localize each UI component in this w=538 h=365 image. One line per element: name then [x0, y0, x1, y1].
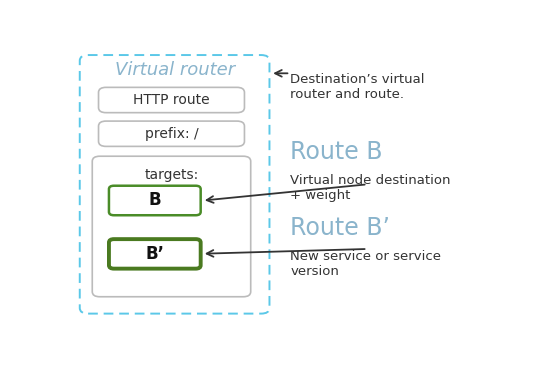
Text: B: B	[148, 192, 161, 210]
Text: HTTP route: HTTP route	[133, 93, 210, 107]
FancyBboxPatch shape	[109, 239, 201, 269]
Text: Virtual node destination
+ weight: Virtual node destination + weight	[291, 174, 451, 203]
Text: targets:: targets:	[144, 168, 199, 182]
Text: B’: B’	[145, 245, 164, 263]
Text: Route B’: Route B’	[291, 216, 390, 240]
Text: Route B: Route B	[291, 140, 383, 164]
FancyBboxPatch shape	[109, 186, 201, 215]
Text: Destination’s virtual
router and route.: Destination’s virtual router and route.	[291, 73, 425, 101]
Text: Virtual router: Virtual router	[115, 61, 235, 80]
FancyBboxPatch shape	[93, 156, 251, 297]
FancyBboxPatch shape	[98, 121, 244, 146]
FancyBboxPatch shape	[98, 87, 244, 113]
Text: New service or service
version: New service or service version	[291, 250, 441, 278]
FancyBboxPatch shape	[80, 55, 270, 314]
Text: prefix: /: prefix: /	[145, 127, 199, 141]
